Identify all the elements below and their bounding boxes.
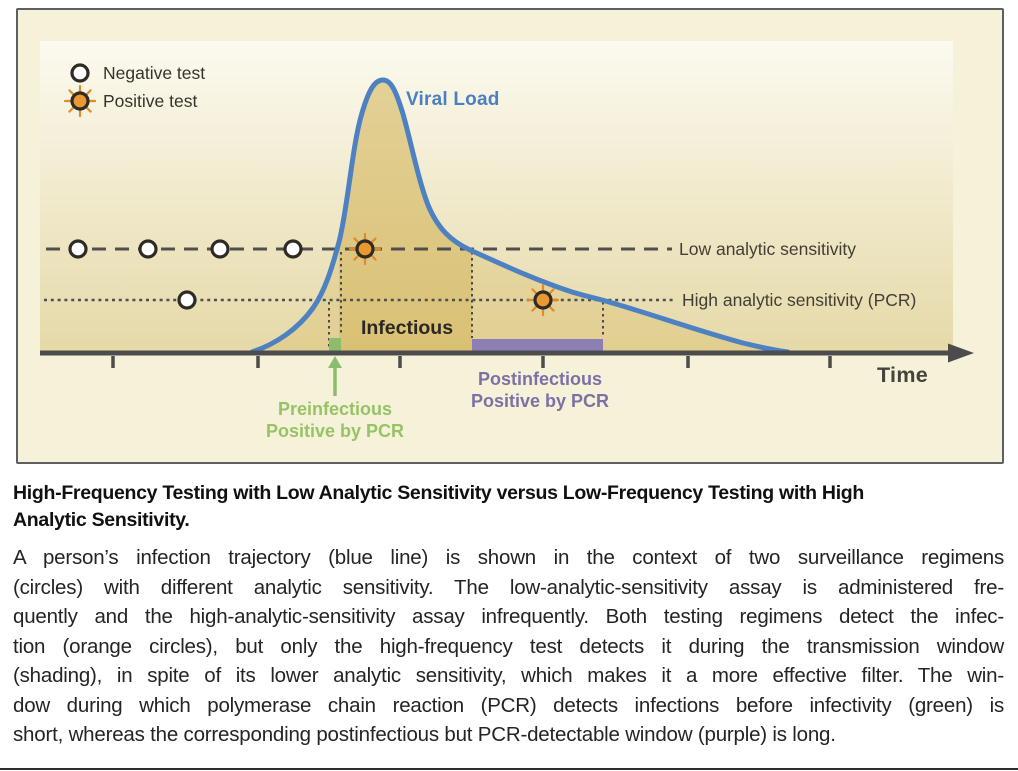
legend-negative-label: Negative test bbox=[103, 63, 206, 83]
positive-test-icon bbox=[348, 232, 382, 266]
caption-title-line: High-Frequency Testing with Low Analytic… bbox=[13, 482, 865, 504]
caption-body-line: A person’s infection trajectory (blue li… bbox=[13, 546, 1004, 569]
viral-load-curve bbox=[249, 77, 791, 355]
high-sensitivity-label: High analytic sensitivity (PCR) bbox=[682, 290, 917, 310]
legend-positive-label: Positive test bbox=[103, 91, 198, 111]
axis-arrowhead bbox=[948, 343, 974, 363]
caption-body: A person’s infection trajectory (blue li… bbox=[13, 543, 1004, 750]
caption-body-line: short, whereas the corresponding postinf… bbox=[13, 723, 836, 746]
preinfectious-bar bbox=[329, 338, 341, 352]
caption-title: High-Frequency Testing with Low Analytic… bbox=[13, 480, 1004, 534]
postinfectious-bar bbox=[472, 339, 603, 352]
negative-test-icon bbox=[177, 290, 197, 310]
low-sensitivity-label: Low analytic sensitivity bbox=[679, 239, 857, 259]
caption-body-line: quently and the high-analytic-sensitivit… bbox=[13, 605, 1004, 628]
axis-ticks bbox=[111, 356, 832, 368]
negative-test-icon bbox=[210, 239, 230, 259]
figure-caption: High-Frequency Testing with Low Analytic… bbox=[13, 480, 1004, 750]
positive-test-icon bbox=[526, 283, 560, 317]
caption-body-line: dow during which polymerase chain reacti… bbox=[13, 693, 1004, 717]
time-axis bbox=[40, 343, 974, 368]
time-axis-label: Time bbox=[877, 363, 928, 387]
preinfectious-label: Preinfectious Positive by PCR bbox=[240, 399, 430, 442]
preinfectious-arrow bbox=[328, 356, 342, 396]
legend-positive-icon bbox=[63, 84, 97, 118]
preinfectious-label-line2: Positive by PCR bbox=[265, 420, 405, 441]
caption-title-line: Analytic Sensitivity. bbox=[13, 509, 190, 531]
bottom-divider bbox=[0, 768, 1018, 770]
negative-test-icon bbox=[283, 239, 303, 259]
infectious-label: Infectious bbox=[360, 317, 454, 339]
negative-test-icon bbox=[68, 239, 88, 259]
viral-load-label: Viral Load bbox=[406, 89, 500, 110]
postinfectious-label-line1: Postinfectious bbox=[477, 369, 602, 389]
negative-test-icon bbox=[138, 239, 158, 259]
caption-body-line: tion (orange circles), but only the high… bbox=[13, 634, 1004, 658]
caption-body-line: (shading), in spite of its lower analyti… bbox=[13, 664, 1004, 687]
postinfectious-label-line2: Positive by PCR bbox=[470, 390, 610, 411]
postinfectious-label: Postinfectious Positive by PCR bbox=[445, 369, 635, 412]
legend-negative-icon bbox=[70, 63, 90, 83]
preinfectious-label-line1: Preinfectious bbox=[277, 399, 393, 419]
caption-body-line: (circles) with different analytic sensit… bbox=[13, 575, 1004, 599]
